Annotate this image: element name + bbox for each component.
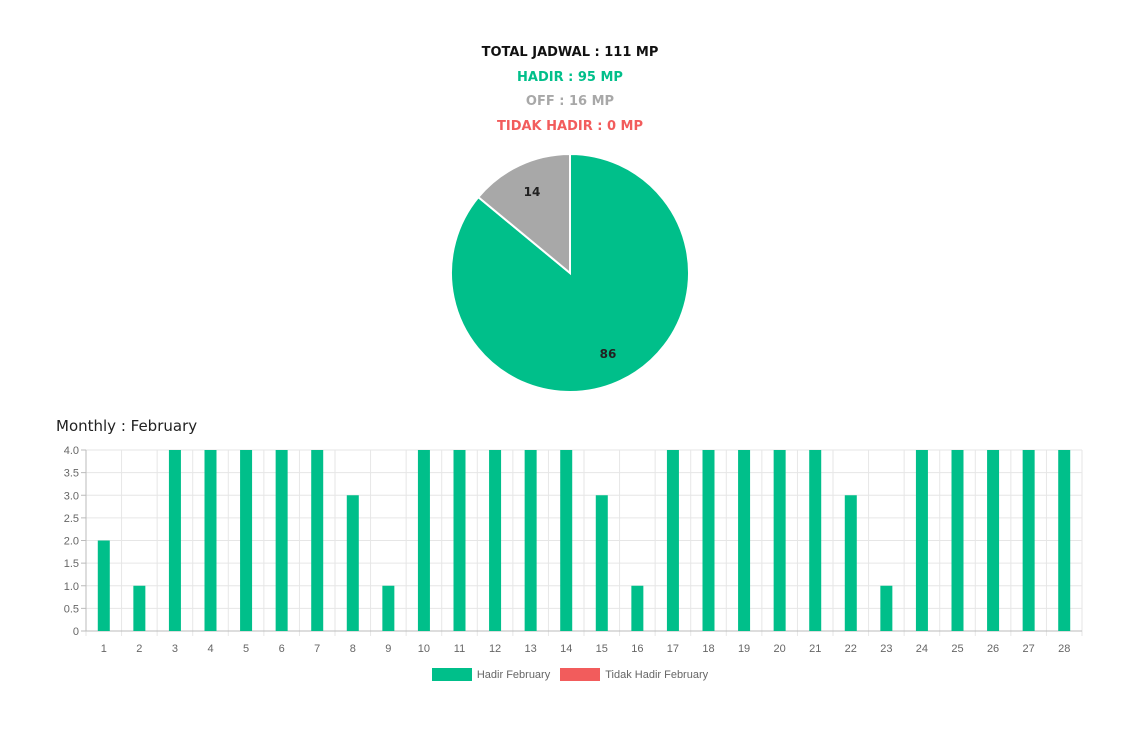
- bar-hadir[interactable]: [844, 495, 857, 631]
- x-tick-label: 8: [350, 643, 356, 655]
- x-tick-label: 25: [951, 643, 963, 655]
- bar-hadir[interactable]: [417, 450, 430, 631]
- bar-hadir[interactable]: [1058, 450, 1071, 631]
- bar-hadir[interactable]: [809, 450, 822, 631]
- tidak-hadir-label: TIDAK HADIR : 0 MP: [496, 118, 644, 134]
- x-tick-label: 2: [136, 643, 142, 655]
- grid-lines: [85, 449, 1083, 636]
- y-tick-label: 3.0: [64, 490, 79, 502]
- x-tick-label: 14: [560, 643, 572, 655]
- x-tick-label: 18: [702, 643, 714, 655]
- x-tick-label: 7: [314, 643, 320, 655]
- monthly-chart-title: Monthly : February: [56, 417, 198, 435]
- attendance-pie-chart: 86 14: [450, 152, 690, 393]
- x-tick-label: 28: [1058, 643, 1070, 655]
- bar-hadir[interactable]: [346, 495, 359, 631]
- bar-hadir[interactable]: [382, 585, 395, 631]
- x-tick-label: 4: [207, 643, 213, 655]
- pie-slice-label: 86: [600, 347, 617, 361]
- pie-slice-label: 14: [524, 185, 541, 199]
- legend-item-hadir[interactable]: Hadir February: [431, 668, 551, 681]
- y-tick-label: 3.5: [64, 468, 79, 480]
- x-tick-label: 10: [418, 643, 430, 655]
- monthly-bar-chart: 00.51.01.52.02.53.03.54.01 2 3 4 5 6 7 8 9 10 11 12…: [64, 445, 1083, 655]
- bar-hadir[interactable]: [133, 585, 146, 631]
- x-tick-label: 13: [525, 643, 537, 655]
- x-tick-label: 9: [385, 643, 391, 655]
- bar-hadir[interactable]: [204, 450, 217, 631]
- y-tick-label: 1.5: [64, 558, 79, 570]
- off-label: OFF : 16 MP: [525, 94, 615, 109]
- x-tick-label: 16: [631, 643, 643, 655]
- bar-hadir[interactable]: [880, 585, 893, 631]
- x-tick-label: 1: [101, 643, 107, 655]
- bar-hadir[interactable]: [97, 540, 110, 632]
- bar-hadir[interactable]: [915, 450, 928, 631]
- bar-hadir[interactable]: [702, 450, 715, 631]
- bar-hadir[interactable]: [168, 450, 181, 631]
- x-tick-label: 23: [880, 643, 892, 655]
- bar-hadir[interactable]: [595, 495, 608, 631]
- bar-hadir[interactable]: [560, 450, 573, 631]
- legend-swatch-tidak-hadir: [560, 668, 601, 681]
- bar-hadir[interactable]: [453, 450, 466, 631]
- total-jadwal-label: TOTAL JADWAL : 111 MP: [481, 45, 659, 60]
- bar-hadir[interactable]: [240, 450, 253, 631]
- x-tick-label: 22: [845, 643, 857, 655]
- bar-hadir[interactable]: [311, 450, 324, 631]
- x-tick-label: 19: [738, 643, 750, 655]
- x-tick-label: 15: [596, 643, 608, 655]
- x-tick-label: 24: [916, 643, 928, 655]
- x-tick-label: 12: [489, 643, 501, 655]
- bar-hadir[interactable]: [275, 450, 288, 631]
- x-tick-label: 5: [243, 643, 249, 655]
- bar-hadir[interactable]: [631, 585, 644, 631]
- bar-hadir[interactable]: [738, 450, 751, 631]
- x-tick-label: 17: [667, 643, 679, 655]
- legend-label-hadir: Hadir February: [476, 668, 551, 681]
- y-tick-label: 0: [73, 626, 79, 638]
- y-tick-label: 1.0: [64, 581, 79, 593]
- x-tick-label: 27: [1023, 643, 1035, 655]
- y-tick-label: 2.5: [64, 513, 79, 525]
- bar-hadir[interactable]: [773, 450, 786, 631]
- hadir-label: HADIR : 95 MP: [517, 69, 623, 85]
- x-tick-label: 20: [774, 643, 786, 655]
- pie-slice[interactable]: [476, 152, 571, 276]
- bar-hadir[interactable]: [666, 450, 679, 631]
- y-tick-label: 0.5: [64, 603, 79, 615]
- x-tick-label: 21: [809, 643, 821, 655]
- x-tick-label: 6: [279, 643, 285, 655]
- attendance-summary: TOTAL JADWAL : 111 MP HADIR : 95 MP OFF …: [0, 44, 1140, 142]
- y-tick-label: 2.0: [64, 536, 79, 548]
- y-tick-label: 4.0: [64, 445, 79, 457]
- bar-hadir[interactable]: [524, 450, 537, 631]
- bar-hadir[interactable]: [987, 450, 1000, 631]
- legend-swatch-hadir: [431, 668, 472, 681]
- x-tick-label: 11: [454, 643, 465, 655]
- legend-label-tidak-hadir: Tidak Hadir February: [605, 668, 709, 681]
- bar-hadir[interactable]: [489, 450, 502, 631]
- bar-hadir[interactable]: [951, 450, 964, 631]
- x-tick-label: 26: [987, 643, 999, 655]
- bar-hadir[interactable]: [1022, 450, 1035, 631]
- x-tick-label: 3: [172, 643, 178, 655]
- legend-item-tidak-hadir[interactable]: Tidak Hadir February: [560, 668, 708, 681]
- bar-chart-legend: Hadir February Tidak Hadir February: [0, 668, 1140, 681]
